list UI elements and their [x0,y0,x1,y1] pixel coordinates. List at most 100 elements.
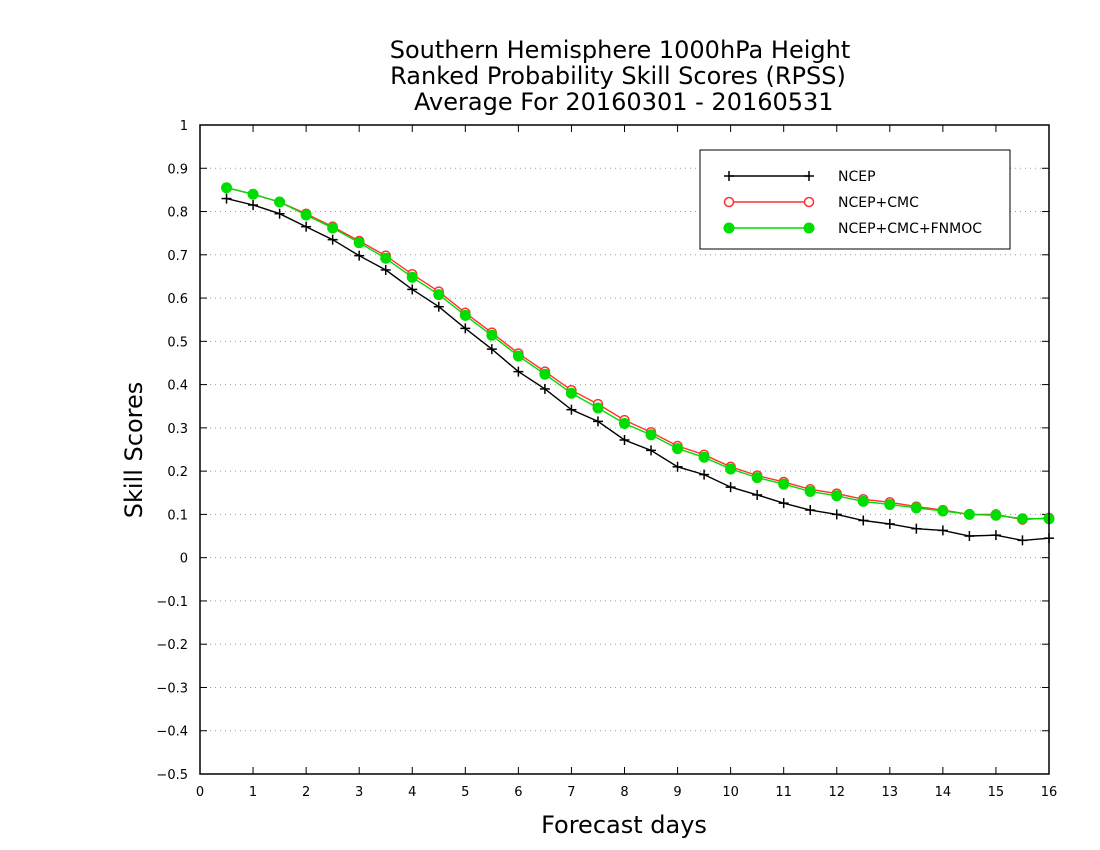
legend-marker [803,196,815,208]
y-axis-ticks: −0.5 −0.4 −0.3 −0.2 −0.1 0 0.1 0.2 0.3 0.4 0.5 0.6 0… [156,119,1049,783]
data-point [645,429,657,441]
data-point [380,264,391,275]
legend-box [699,149,1011,250]
data-point [301,221,312,232]
x-tick-label: 2 [302,785,310,800]
x-tick-label: 9 [673,785,681,800]
plot-frame [199,124,1050,775]
legend-item: NCEP [724,169,876,185]
data-point [592,416,603,427]
series-lines [221,182,1055,546]
data-point [513,366,524,377]
x-tick-label: 5 [461,785,469,800]
data-point [910,502,922,514]
chart-title: Southern Hemisphere 1000hPa Height Ranke… [390,36,850,116]
data-point [460,323,471,334]
series-1 [221,193,1054,546]
data-point [459,309,471,321]
data-point [512,350,524,362]
legend-label: NCEP+CMC [838,195,919,211]
x-tick-label: 16 [1041,785,1058,800]
data-point [380,252,392,264]
x-tick-label: 14 [935,785,952,800]
data-point [539,383,550,394]
y-tick-label: 1 [180,119,188,134]
x-tick-label: 1 [249,785,257,800]
data-point [725,463,737,475]
data-point [274,196,286,208]
series-line [226,197,1050,542]
data-point [592,402,604,414]
x-tick-label: 10 [722,785,739,800]
data-point [858,515,869,526]
data-point [300,209,312,221]
y-tick-label: 0 [180,552,188,567]
y-tick-label: −0.3 [156,681,188,696]
data-point [698,451,710,463]
data-point [884,518,895,529]
legend-marker [804,171,814,181]
y-tick-label: 0.2 [167,465,188,480]
legend-marker [803,222,815,234]
y-tick-label: −0.4 [156,725,188,740]
data-point [831,490,843,502]
data-point [539,368,551,380]
data-point [407,284,418,295]
x-tick-label: 4 [408,785,416,800]
y-tick-label: 0.4 [167,379,188,394]
grid-lines [200,167,1049,732]
data-point [725,482,736,493]
x-tick-label: 15 [988,785,1005,800]
data-point [963,508,975,520]
title-line-3: Average For 20160301 - 20160531 [406,88,833,116]
x-axis-ticks: 0 1 2 3 4 5 6 7 8 9 10 11 12 13 14 15 16 [196,125,1057,800]
title-line-2: Ranked Probability Skill Scores (RPSS) [390,62,846,90]
data-point [990,530,1001,541]
legend-marker [723,222,735,234]
legend-item: NCEP+CMC [723,195,919,211]
y-tick-label: 0.5 [167,335,188,350]
data-point [619,434,630,445]
data-point [566,404,577,415]
data-point [778,478,790,490]
data-point [857,495,869,507]
title-line-1: Southern Hemisphere 1000hPa Height [390,36,850,64]
data-point [805,505,816,516]
x-tick-label: 7 [567,785,575,800]
data-point [964,531,975,542]
y-tick-label: 0.6 [167,292,188,307]
x-tick-label: 3 [355,785,363,800]
legend-items: NCEP NCEP+CMC NCEP+CMC+FNMOC [723,169,982,237]
legend-marker [723,196,735,208]
legend: NCEP NCEP+CMC NCEP+CMC+FNMOC [699,149,1011,250]
legend-item: NCEP+CMC+FNMOC [723,221,982,237]
legend-label: NCEP [838,169,876,185]
x-tick-label: 0 [196,785,204,800]
legend-label: NCEP+CMC+FNMOC [838,221,982,237]
data-point [221,193,232,204]
data-point [752,489,763,500]
y-tick-label: 0.8 [167,206,188,221]
data-point [990,509,1002,521]
x-axis-title: Forecast days [541,811,707,839]
data-point [327,222,339,234]
data-point [937,525,948,536]
data-point [354,250,365,261]
x-tick-label: 12 [828,785,845,800]
x-tick-label: 8 [620,785,628,800]
data-point [884,498,896,510]
data-point [274,208,285,219]
y-axis-title: Skill Scores [120,382,148,519]
x-tick-label: 6 [514,785,522,800]
data-point [646,445,657,456]
y-tick-label: 0.3 [167,422,188,437]
data-point [831,509,842,520]
data-point [327,234,338,245]
data-point [353,237,365,249]
data-point [248,200,259,211]
data-point [804,485,816,497]
data-point [247,188,259,200]
data-point [433,301,444,312]
y-tick-label: −0.2 [156,638,188,653]
